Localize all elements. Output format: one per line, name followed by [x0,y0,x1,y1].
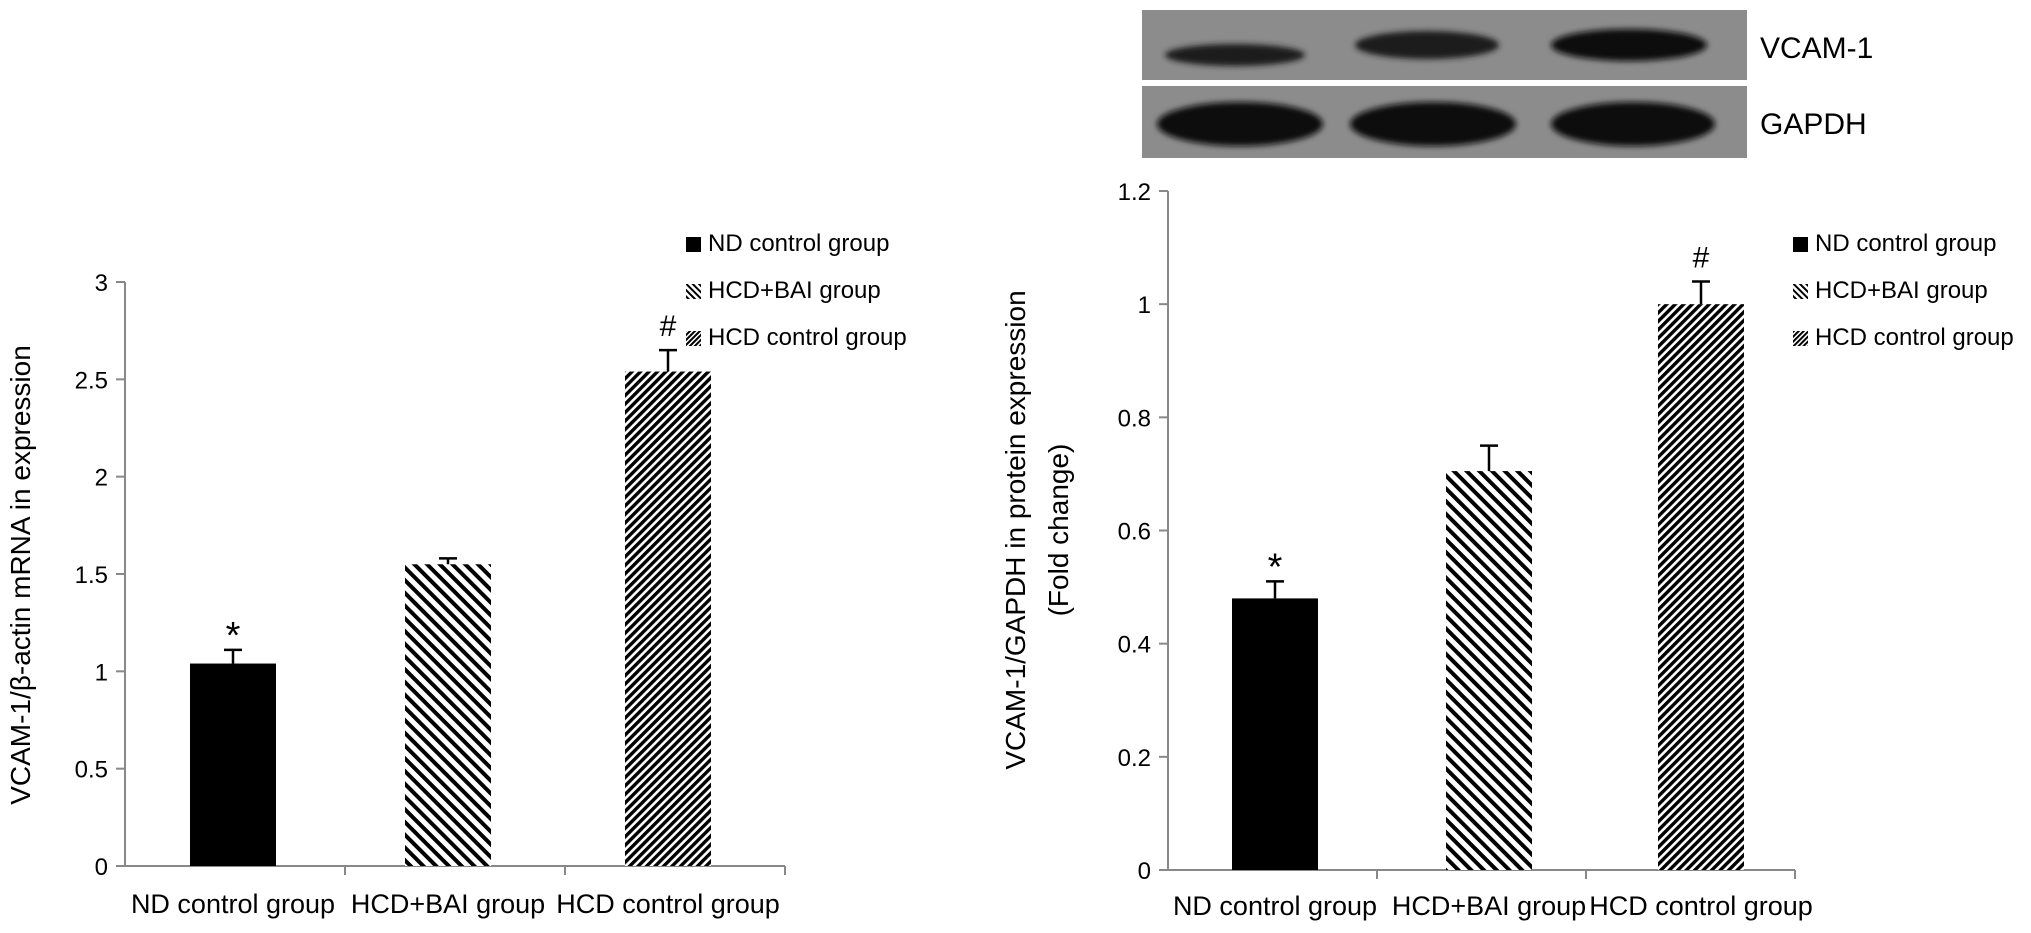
western-blot: VCAM-1 GAPDH [1142,10,1873,158]
blot-label-gapdh: GAPDH [1760,108,1867,141]
y-tick-label: 2.5 [75,367,108,394]
legend-swatch [1793,237,1808,252]
y-tick-label: 3 [95,270,108,297]
bar [1658,304,1744,871]
legend-label: ND control group [1815,230,1996,257]
y-tick-label: 1.5 [75,562,108,589]
legend-swatch [1793,331,1808,346]
band-vcam1-nd [1165,44,1305,66]
y-tick-label: 0.4 [1118,632,1151,659]
x-category-label: HCD+BAI group [1392,891,1586,921]
x-category-label: ND control group [1173,891,1377,921]
y-tick-label: 1.2 [1118,179,1151,206]
band-vcam1-hcd [1551,29,1707,61]
y-tick-label: 1 [95,659,108,686]
y-axis-label: VCAM-1/GAPDH in protein expression [1000,290,1031,769]
chart-protein: 0 0.2 0.4 0.6 0.8 1 1.2 * ND control group HCD+BA… [1000,179,2014,921]
y-axis-label-2: (Fold change) [1043,444,1074,617]
band-gapdh-nd [1157,102,1323,146]
bar [625,371,711,866]
legend-swatch [686,237,701,252]
legend-label: HCD control group [1815,324,2014,351]
significance-mark: * [1268,546,1283,588]
bar [1232,598,1318,870]
y-tick-label: 1 [1138,292,1151,319]
x-category-label: HCD control group [556,889,780,919]
band-vcam1-bai [1355,31,1499,59]
y-tick-label: 0.5 [75,757,108,784]
y-tick-label: 0.2 [1118,745,1151,772]
bar [405,564,491,866]
legend-label: HCD+BAI group [708,277,881,304]
y-axis-label: VCAM-1/β-actin mRNA in expression [5,345,36,805]
legend-swatch [686,331,701,346]
legend-label: ND control group [708,230,889,257]
y-tick-label: 0 [95,854,108,881]
x-category-label: ND control group [131,889,335,919]
y-tick-label: 2 [95,465,108,492]
y-tick-label: 0.8 [1118,405,1151,432]
bar [1446,471,1532,870]
chart-mrna: 0 0.5 1 1.5 2 2.5 3 * ND control group HCD+BAI gr… [5,230,907,919]
x-category-label: HCD control group [1589,891,1813,921]
band-gapdh-bai [1350,102,1516,146]
legend-swatch [1793,284,1808,299]
band-gapdh-hcd [1551,102,1715,146]
y-tick-label: 0.6 [1118,519,1151,546]
bar [190,663,276,866]
significance-mark: # [1693,242,1710,275]
y-tick-label: 0 [1138,858,1151,885]
legend-swatch [686,284,701,299]
significance-mark: * [226,615,241,657]
blot-label-vcam1: VCAM-1 [1760,32,1873,65]
x-category-label: HCD+BAI group [351,889,545,919]
legend-label: HCD control group [708,324,907,351]
legend-label: HCD+BAI group [1815,277,1988,304]
significance-mark: # [660,310,677,343]
